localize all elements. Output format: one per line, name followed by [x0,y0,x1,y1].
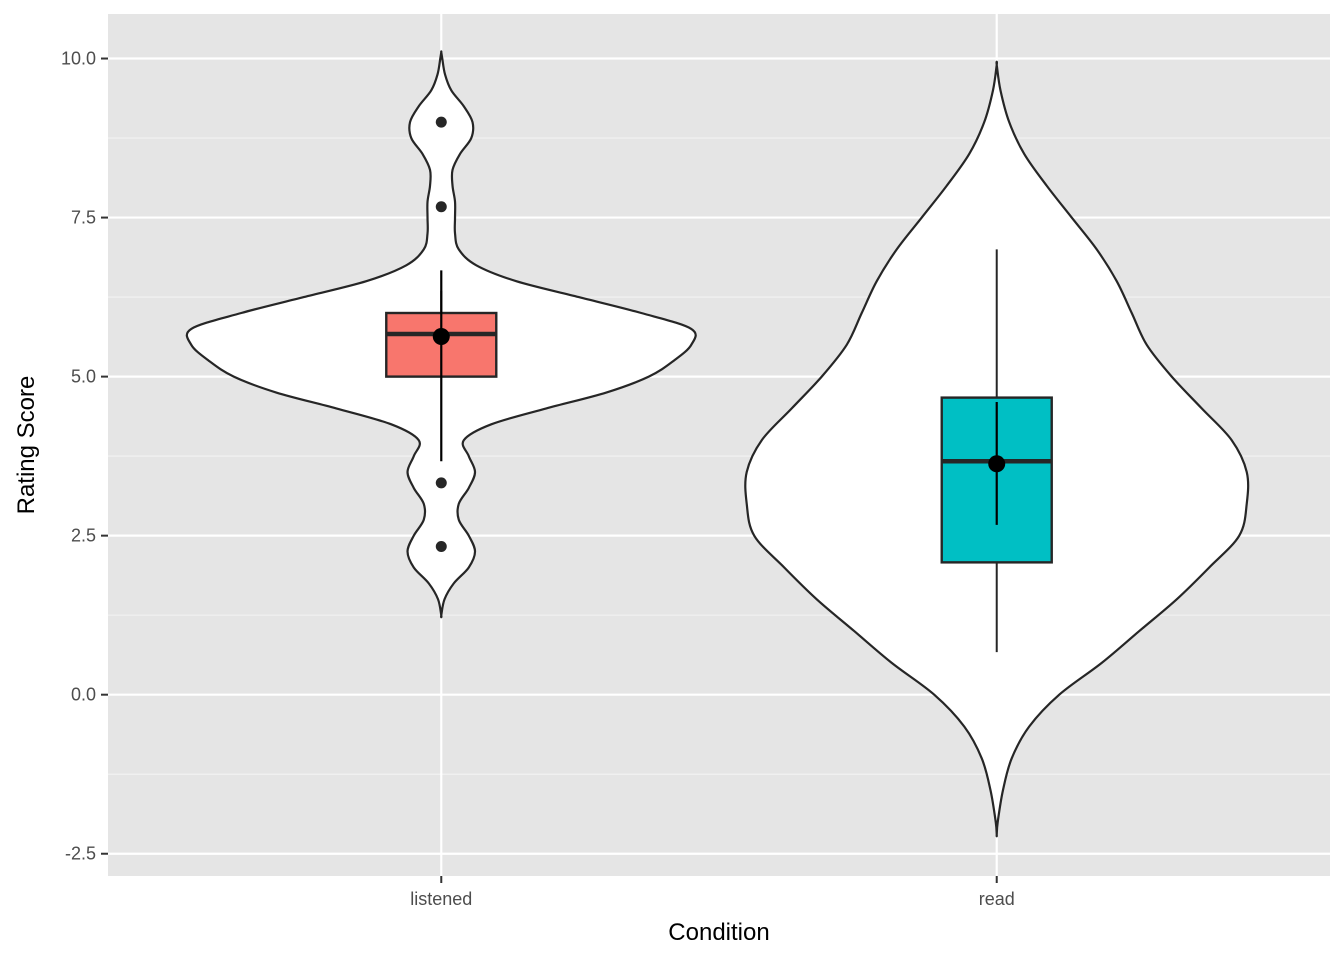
group-read [744,60,1250,838]
y-axis-title: Rating Score [13,376,40,515]
x-tick-label: read [979,889,1015,909]
outlier-point [435,477,447,489]
y-tick-label: 0.0 [71,685,96,705]
y-tick-label: -2.5 [65,844,96,864]
x-tick-label: listened [410,889,472,909]
y-tick-label: 10.0 [61,49,96,69]
group-marks [185,50,1250,838]
mean-point [988,455,1006,473]
mean-point [432,328,450,346]
y-axis: -2.5 0.0 2.5 5.0 7.5 10.0 [61,49,108,864]
y-tick-label: 7.5 [71,208,96,228]
group-listened [185,50,697,619]
outlier-point [435,540,447,552]
outlier-point [435,201,447,213]
x-axis-title: Condition [668,919,769,946]
y-tick-label: 2.5 [71,526,96,546]
outlier-point [435,116,447,128]
x-axis: listened read [410,876,1015,909]
y-tick-label: 5.0 [71,367,96,387]
